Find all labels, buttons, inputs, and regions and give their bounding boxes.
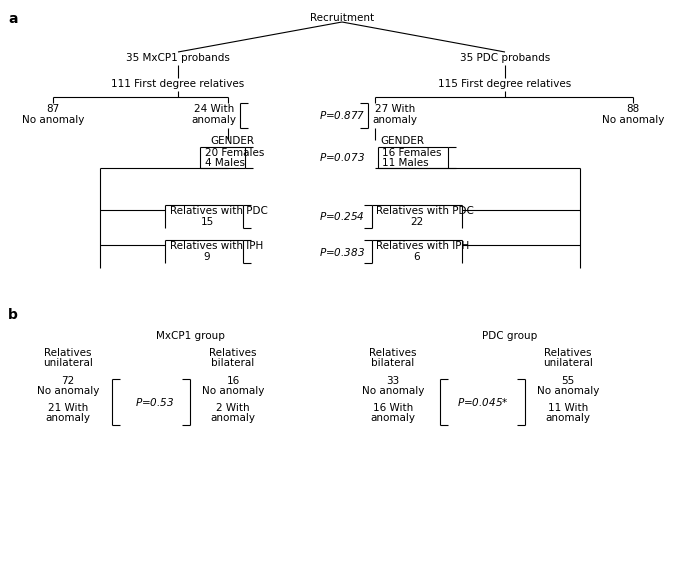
Text: 21 With: 21 With bbox=[48, 403, 88, 413]
Text: 72: 72 bbox=[62, 376, 75, 386]
Text: 111 First degree relatives: 111 First degree relatives bbox=[112, 79, 245, 89]
Text: Relatives: Relatives bbox=[545, 348, 592, 358]
Text: No anomaly: No anomaly bbox=[22, 115, 84, 125]
Text: 88: 88 bbox=[626, 104, 640, 114]
Text: Relatives: Relatives bbox=[369, 348, 416, 358]
Text: Relatives: Relatives bbox=[209, 348, 257, 358]
Text: 16 Females: 16 Females bbox=[382, 148, 442, 158]
Text: No anomaly: No anomaly bbox=[202, 386, 264, 396]
Text: MxCP1 group: MxCP1 group bbox=[155, 331, 225, 341]
Text: anomaly: anomaly bbox=[545, 413, 590, 423]
Text: PDC group: PDC group bbox=[482, 331, 538, 341]
Text: anomaly: anomaly bbox=[210, 413, 256, 423]
Text: anomaly: anomaly bbox=[45, 413, 90, 423]
Text: 115 First degree relatives: 115 First degree relatives bbox=[438, 79, 571, 89]
Text: GENDER: GENDER bbox=[380, 136, 424, 146]
Text: Relatives with IPH: Relatives with IPH bbox=[170, 241, 263, 251]
Text: unilateral: unilateral bbox=[43, 358, 93, 368]
Text: 35 PDC probands: 35 PDC probands bbox=[460, 53, 550, 63]
Text: 24 With: 24 With bbox=[194, 104, 234, 114]
Text: No anomaly: No anomaly bbox=[537, 386, 599, 396]
Text: bilateral: bilateral bbox=[212, 358, 255, 368]
Text: 2 With: 2 With bbox=[216, 403, 250, 413]
Text: $P$=0.383: $P$=0.383 bbox=[319, 246, 365, 258]
Text: Recruitment: Recruitment bbox=[310, 13, 374, 23]
Text: anomaly: anomaly bbox=[192, 115, 236, 125]
Text: Relatives with PDC: Relatives with PDC bbox=[376, 206, 474, 216]
Text: 33: 33 bbox=[386, 376, 399, 386]
Text: 6: 6 bbox=[414, 252, 421, 262]
Text: Relatives with PDC: Relatives with PDC bbox=[170, 206, 268, 216]
Text: anomaly: anomaly bbox=[371, 413, 416, 423]
Text: anomaly: anomaly bbox=[373, 115, 417, 125]
Text: Relatives: Relatives bbox=[45, 348, 92, 358]
Text: $P$=0.045*: $P$=0.045* bbox=[457, 396, 509, 408]
Text: 55: 55 bbox=[562, 376, 575, 386]
Text: 16: 16 bbox=[226, 376, 240, 386]
Text: No anomaly: No anomaly bbox=[37, 386, 99, 396]
Text: $P$=0.073: $P$=0.073 bbox=[319, 151, 365, 163]
Text: 27 With: 27 With bbox=[375, 104, 415, 114]
Text: 15: 15 bbox=[201, 217, 214, 227]
Text: 16 With: 16 With bbox=[373, 403, 413, 413]
Text: No anomaly: No anomaly bbox=[602, 115, 664, 125]
Text: a: a bbox=[8, 12, 18, 26]
Text: 9: 9 bbox=[203, 252, 210, 262]
Text: $P$=0.877: $P$=0.877 bbox=[319, 109, 365, 121]
Text: 35 MxCP1 probands: 35 MxCP1 probands bbox=[126, 53, 230, 63]
Text: No anomaly: No anomaly bbox=[362, 386, 424, 396]
Text: unilateral: unilateral bbox=[543, 358, 593, 368]
Text: $P$=0.53: $P$=0.53 bbox=[136, 396, 175, 408]
Text: Relatives with IPH: Relatives with IPH bbox=[376, 241, 469, 251]
Text: bilateral: bilateral bbox=[371, 358, 414, 368]
Text: 11 Males: 11 Males bbox=[382, 158, 429, 168]
Text: b: b bbox=[8, 308, 18, 322]
Text: 4 Males: 4 Males bbox=[205, 158, 245, 168]
Text: 11 With: 11 With bbox=[548, 403, 588, 413]
Text: $P$=0.254: $P$=0.254 bbox=[319, 210, 365, 222]
Text: GENDER: GENDER bbox=[210, 136, 254, 146]
Text: 87: 87 bbox=[47, 104, 60, 114]
Text: 20 Females: 20 Females bbox=[205, 148, 264, 158]
Text: 22: 22 bbox=[410, 217, 423, 227]
